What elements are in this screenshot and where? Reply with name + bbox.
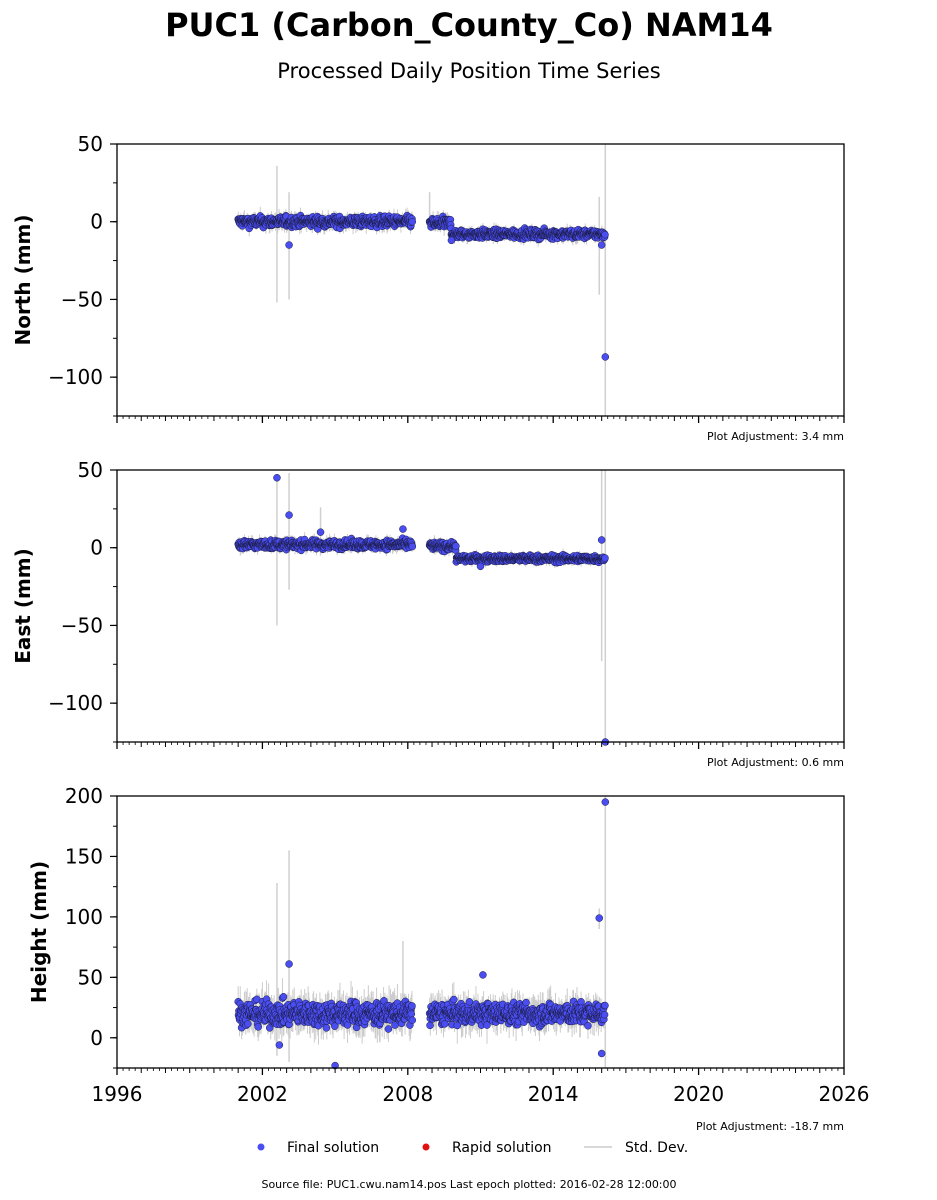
plot-adjustment-note: Plot Adjustment: 3.4 mm xyxy=(707,430,844,443)
data-point-outlier xyxy=(447,236,456,245)
panel-2: 50 0 −50 −100 East (mm) Plot Adjustment: 0.6 … xyxy=(11,458,845,769)
chart-subtitle: Processed Daily Position Time Series xyxy=(277,59,661,83)
y-axis: 200 150 100 50 0 xyxy=(65,784,117,1069)
final-solution-points xyxy=(234,211,610,361)
y-tick-label: 0 xyxy=(90,536,103,560)
y-tick-label: 200 xyxy=(65,784,103,808)
y-axis-label: North (mm) xyxy=(11,214,35,345)
y-tick-label: 50 xyxy=(78,965,103,989)
data-point-outlier xyxy=(399,525,407,533)
panel-1: 50 0 −50 −100 North (mm) Plot Adjustment: 3.4… xyxy=(11,132,845,443)
y-axis: 50 0 −50 −100 xyxy=(48,458,117,743)
axes-frame xyxy=(116,143,845,417)
y-axis-label: East (mm) xyxy=(11,548,35,664)
y-tick-label: 100 xyxy=(65,905,103,929)
data-point xyxy=(244,1020,252,1028)
data-point xyxy=(522,998,530,1007)
data-point-outlier xyxy=(476,562,485,571)
data-point xyxy=(601,1001,609,1010)
data-point xyxy=(584,1022,592,1030)
panels: 50 0 −50 −100 North (mm) Plot Adjustment: 3.4… xyxy=(11,132,869,1133)
plot-area xyxy=(234,470,610,746)
y-tick-label: 150 xyxy=(65,844,103,868)
data-point xyxy=(426,1021,434,1030)
data-point xyxy=(408,542,417,551)
final-solution-points xyxy=(234,798,610,1070)
data-point-outlier xyxy=(597,241,606,249)
data-point xyxy=(452,542,460,550)
y-tick-label: −50 xyxy=(61,613,103,637)
std-dev-bars xyxy=(237,470,607,742)
data-point xyxy=(279,993,288,1001)
data-point xyxy=(408,1016,417,1024)
data-point xyxy=(450,995,458,1004)
y-tick-label: −50 xyxy=(61,287,103,311)
std-dev-bars xyxy=(237,796,607,1068)
data-point xyxy=(577,998,585,1006)
data-point xyxy=(408,1002,416,1010)
data-point xyxy=(407,1010,416,1018)
x-axis xyxy=(116,742,845,749)
data-point xyxy=(441,1020,449,1028)
data-point-outlier xyxy=(595,914,603,922)
plot-adjustment-note: Plot Adjustment: 0.6 mm xyxy=(707,756,844,769)
x-axis: 1996 2002 2008 2014 2020 2026 xyxy=(92,1068,869,1106)
y-tick-label: 0 xyxy=(90,210,103,234)
data-point xyxy=(254,1023,262,1031)
plot-area xyxy=(234,796,610,1070)
data-point-outlier xyxy=(316,528,325,536)
data-point xyxy=(601,230,609,239)
data-point xyxy=(453,1021,462,1030)
data-point-outlier xyxy=(601,353,610,361)
data-point xyxy=(600,1010,609,1019)
data-point-outlier xyxy=(273,474,281,482)
axes-frame xyxy=(116,469,845,743)
y-tick-label: 50 xyxy=(78,458,103,482)
y-tick-label: 0 xyxy=(90,1026,103,1050)
y-axis: 50 0 −50 −100 xyxy=(48,132,117,417)
data-point-outlier xyxy=(285,960,293,968)
y-tick-label: 50 xyxy=(78,132,103,156)
plot-area xyxy=(234,144,610,416)
x-axis xyxy=(116,416,845,423)
chart-title: PUC1 (Carbon_County_Co) NAM14 xyxy=(165,6,773,44)
std-dev-bars xyxy=(237,144,607,416)
data-point xyxy=(384,1025,393,1033)
data-point xyxy=(465,998,474,1006)
data-point xyxy=(322,1024,331,1032)
data-point-outlier xyxy=(275,1041,284,1049)
y-tick-label: −100 xyxy=(48,365,103,389)
data-point-outlier xyxy=(479,971,487,979)
final-solution-points xyxy=(234,474,610,746)
data-point-outlier xyxy=(285,241,293,249)
data-point xyxy=(601,554,609,562)
data-point-outlier xyxy=(601,798,610,806)
data-point xyxy=(408,217,417,226)
data-point-outlier xyxy=(597,1049,606,1058)
y-tick-label: −100 xyxy=(48,691,103,715)
data-point-outlier xyxy=(597,536,606,544)
data-point-outlier xyxy=(285,511,293,519)
